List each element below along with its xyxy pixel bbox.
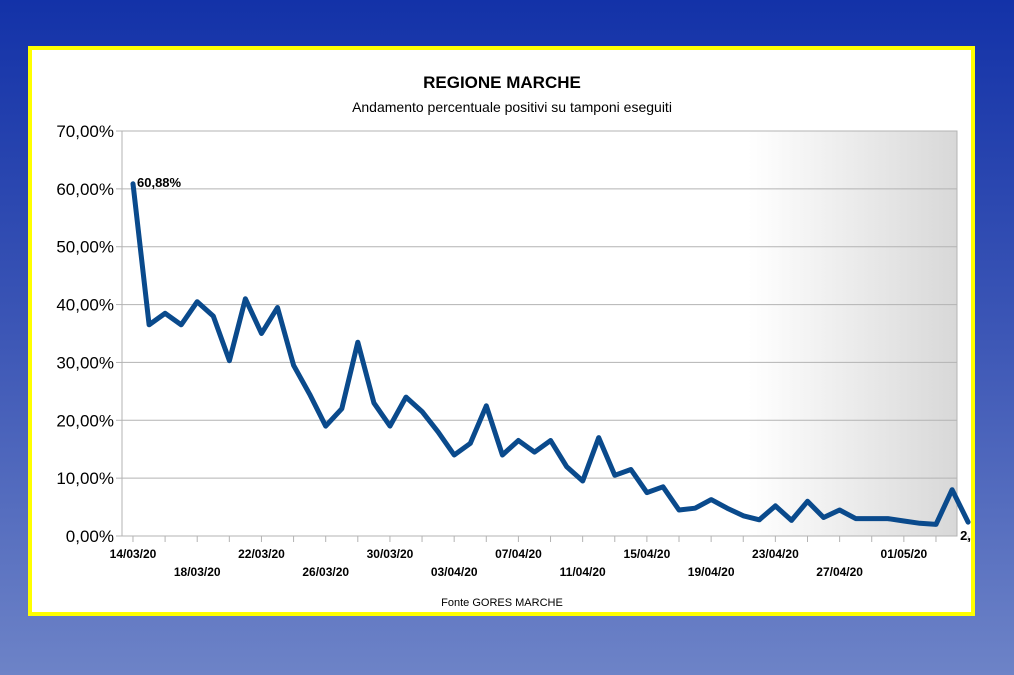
x-tick-label: 19/04/20 bbox=[688, 565, 735, 579]
plot-area bbox=[121, 130, 958, 537]
x-tick-label: 11/04/20 bbox=[560, 565, 606, 579]
data-point bbox=[372, 401, 376, 405]
y-tick-label: 10,00% bbox=[56, 469, 114, 488]
data-point bbox=[404, 395, 408, 399]
data-point bbox=[533, 450, 536, 454]
data-point bbox=[934, 522, 938, 526]
data-point bbox=[789, 518, 793, 522]
data-point bbox=[918, 521, 922, 525]
series-layer bbox=[130, 181, 971, 527]
labels-layer: 0,00% 10,00% 20,00% 30,00% 40,00% 50,00% 60,00… bbox=[56, 122, 971, 579]
data-point bbox=[516, 439, 520, 443]
data-point bbox=[629, 467, 633, 471]
x-tick-label: 30/03/20 bbox=[367, 547, 414, 561]
data-point bbox=[709, 498, 713, 502]
data-point bbox=[468, 441, 472, 445]
data-point bbox=[308, 392, 312, 396]
data-point bbox=[549, 439, 553, 443]
data-point bbox=[420, 410, 424, 414]
y-tick-label: 30,00% bbox=[56, 353, 114, 372]
data-point bbox=[966, 520, 970, 524]
data-label: 2,40% bbox=[960, 528, 971, 543]
data-point bbox=[243, 297, 247, 301]
data-point bbox=[211, 314, 215, 318]
y-tick-label: 20,00% bbox=[56, 411, 114, 430]
data-point bbox=[388, 424, 392, 428]
data-point bbox=[195, 300, 199, 304]
data-point bbox=[773, 504, 777, 508]
data-point bbox=[227, 359, 231, 363]
x-tick-label: 23/04/20 bbox=[752, 547, 799, 561]
data-point bbox=[757, 518, 761, 522]
data-point bbox=[324, 424, 328, 428]
data-point bbox=[340, 407, 344, 411]
x-tick-label: 01/05/20 bbox=[881, 547, 928, 561]
x-tick-label: 03/04/20 bbox=[431, 565, 478, 579]
data-point bbox=[565, 465, 569, 469]
data-point bbox=[276, 305, 280, 309]
data-point bbox=[597, 436, 601, 440]
data-point bbox=[163, 311, 167, 315]
chart-subtitle: Andamento percentuale positivi su tampon… bbox=[352, 99, 672, 115]
x-tick-label: 22/03/20 bbox=[238, 547, 285, 561]
data-point bbox=[950, 488, 954, 492]
data-point bbox=[806, 499, 810, 503]
gridlines bbox=[122, 130, 957, 537]
source-note: Fonte GORES MARCHE bbox=[441, 597, 563, 609]
x-tick-label: 14/03/20 bbox=[110, 547, 157, 561]
y-tick-label: 40,00% bbox=[56, 296, 114, 315]
data-point bbox=[822, 515, 826, 519]
data-point bbox=[292, 363, 296, 367]
data-point bbox=[131, 182, 135, 186]
x-tick-label: 26/03/20 bbox=[302, 565, 349, 579]
data-point bbox=[741, 514, 745, 518]
data-point bbox=[147, 323, 151, 327]
data-point bbox=[581, 479, 585, 483]
data-point bbox=[838, 508, 842, 512]
data-point bbox=[677, 508, 681, 512]
axes bbox=[116, 130, 969, 542]
data-point bbox=[436, 430, 440, 434]
x-tick-label: 15/04/20 bbox=[624, 547, 671, 561]
x-tick-label: 07/04/20 bbox=[495, 547, 542, 561]
data-point bbox=[452, 453, 456, 457]
data-point bbox=[886, 517, 890, 521]
data-point bbox=[613, 473, 617, 477]
chart-frame: REGIONE MARCHE Andamento percentuale pos… bbox=[28, 46, 975, 616]
data-point bbox=[645, 491, 649, 495]
data-point bbox=[500, 453, 504, 457]
data-label: 60,88% bbox=[137, 175, 182, 190]
y-tick-label: 50,00% bbox=[56, 238, 114, 257]
data-point bbox=[902, 519, 906, 523]
data-point bbox=[725, 506, 729, 510]
y-tick-label: 70,00% bbox=[56, 122, 114, 141]
y-tick-label: 60,00% bbox=[56, 180, 114, 199]
x-tick-label: 27/04/20 bbox=[816, 565, 863, 579]
data-point bbox=[259, 332, 263, 335]
data-point bbox=[356, 340, 360, 344]
line-chart: REGIONE MARCHE Andamento percentuale pos… bbox=[56, 73, 971, 609]
data-point bbox=[870, 517, 874, 521]
x-tick-label: 18/03/20 bbox=[174, 565, 221, 579]
data-point bbox=[179, 323, 183, 327]
chart-title: REGIONE MARCHE bbox=[423, 73, 581, 92]
data-point bbox=[693, 506, 697, 510]
data-point bbox=[661, 485, 665, 489]
data-point bbox=[854, 517, 858, 521]
data-point bbox=[484, 404, 488, 408]
y-tick-label: 0,00% bbox=[66, 527, 114, 546]
